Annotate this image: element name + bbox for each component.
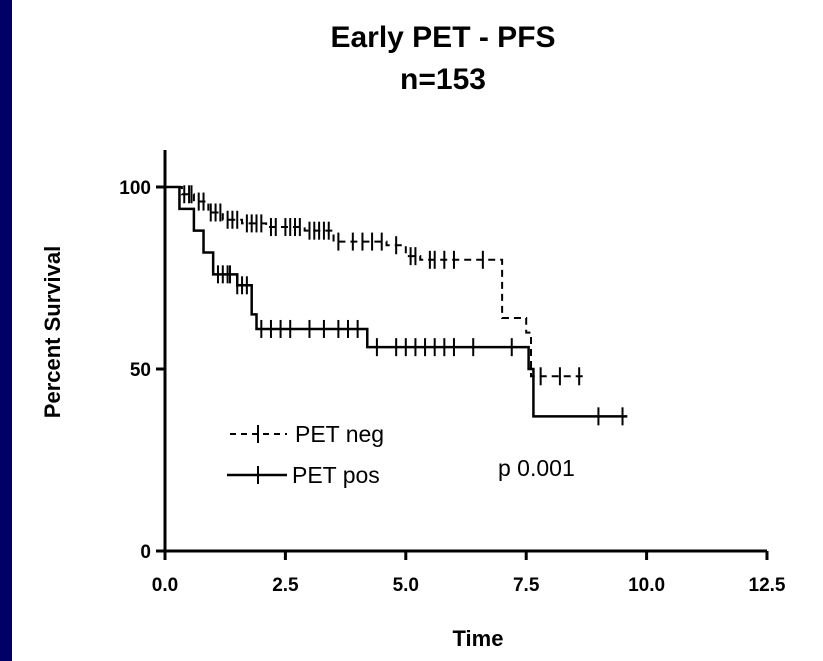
chart-subtitle: n=153 (400, 63, 486, 96)
x-tick-label: 0.0 (152, 575, 178, 596)
x-tick-label: 5.0 (393, 575, 419, 596)
x-tick-label: 12.5 (749, 575, 786, 596)
plot-area (165, 185, 628, 426)
legend-label-pet-pos: PET pos (292, 462, 380, 488)
km-chart: Early PET - PFS n=153 Percent Survival T… (40, 21, 786, 651)
x-tick-label: 2.5 (272, 575, 299, 596)
x-tick-label: 7.5 (513, 575, 540, 596)
legend: PET neg PET pos (227, 421, 384, 488)
legend-item-pet-pos: PET pos (227, 462, 380, 488)
legend-label-pet-neg: PET neg (295, 421, 384, 447)
chart-title: Early PET - PFS (330, 21, 555, 54)
curve-pet-pos (165, 185, 628, 418)
x-axis-label: Time (453, 626, 504, 651)
y-tick-label: 100 (119, 178, 151, 199)
y-axis-label: Percent Survival (40, 246, 65, 418)
y-tick-label: 50 (130, 360, 151, 381)
slide-panel: Early PET - PFS n=153 Percent Survival T… (12, 0, 823, 661)
y-tick-label: 0 (140, 542, 151, 563)
axes: 0.0 2.5 5.0 7.5 10.0 12.5 0 50 100 (119, 150, 786, 596)
x-tick-label: 10.0 (628, 575, 665, 596)
legend-item-pet-neg: PET neg (230, 421, 384, 447)
p-value-annotation: p 0.001 (498, 455, 575, 481)
